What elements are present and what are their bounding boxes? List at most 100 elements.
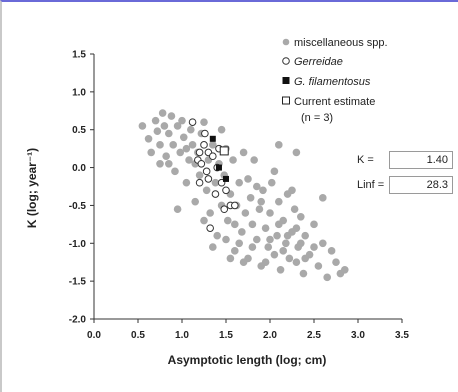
y-tick-label-0: 1.5 [72, 50, 86, 61]
point-miscellaneous-spp-56 [267, 178, 276, 187]
points-layer [138, 109, 349, 282]
linf-value-field[interactable]: 28.3 [389, 176, 453, 194]
k-value-field[interactable]: 1.40 [389, 151, 453, 169]
point-miscellaneous-spp-10 [167, 112, 176, 120]
point-miscellaneous-spp-52 [259, 186, 267, 195]
point-miscellaneous-spp-48 [250, 156, 258, 164]
point-gerreidae-14 [206, 224, 214, 232]
point-miscellaneous-spp-14 [176, 148, 185, 157]
point-miscellaneous-spp-4 [153, 127, 162, 136]
point-miscellaneous-spp-69 [297, 212, 305, 221]
point-miscellaneous-spp-70 [299, 269, 308, 278]
x-tick-label-5: 2.5 [307, 330, 321, 341]
point-miscellaneous-spp-30 [211, 178, 220, 187]
point-miscellaneous-spp-62 [282, 239, 290, 248]
ticks-layer: 0.0 0.5 1.0 1.5 2.0 2.5 3.0 3.5 1.5 1.0 0.5 0.0 -0.5… [69, 50, 410, 342]
legend-marker-misc [282, 38, 290, 46]
point-miscellaneous-spp-111 [156, 159, 164, 168]
legend-marker-gerreidae [282, 57, 290, 65]
point-gerreidae-13 [211, 190, 220, 198]
point-miscellaneous-spp-23 [195, 171, 204, 179]
point-miscellaneous-spp-93 [261, 258, 270, 267]
legend-marker-current [282, 96, 290, 105]
point-miscellaneous-spp-74 [314, 262, 323, 270]
point-miscellaneous-spp-18 [185, 156, 193, 164]
point-gerreidae-10 [220, 205, 229, 214]
point-miscellaneous-spp-29 [209, 141, 217, 149]
point-g-filamentosus-0 [209, 135, 216, 142]
y-tick-label-3: 0.0 [72, 163, 86, 174]
point-miscellaneous-spp-84 [209, 243, 217, 251]
x-tick-label-4: 2.0 [263, 330, 277, 341]
y-tick-label-6: -1.5 [69, 277, 87, 288]
point-miscellaneous-spp-5 [156, 141, 164, 149]
point-miscellaneous-spp-11 [169, 141, 177, 149]
point-miscellaneous-spp-88 [235, 239, 243, 248]
point-miscellaneous-spp-15 [178, 116, 186, 125]
y-tick-label-5: -1.0 [69, 239, 87, 250]
point-miscellaneous-spp-71 [301, 231, 310, 240]
point-miscellaneous-spp-47 [248, 220, 257, 229]
point-miscellaneous-spp-38 [229, 156, 237, 164]
x-axis-label: Asymptotic length (log; cm) [168, 353, 327, 367]
point-gerreidae-7 [197, 159, 206, 168]
x-tick-label-0: 0.0 [87, 330, 101, 341]
point-miscellaneous-spp-104 [283, 231, 292, 240]
linf-field-row: Linf = 28.3 [357, 174, 453, 196]
point-gerreidae-12 [231, 201, 239, 210]
point-miscellaneous-spp-85 [226, 254, 235, 263]
point-miscellaneous-spp-107 [310, 243, 318, 251]
point-gerreidae-0 [188, 118, 197, 126]
point-miscellaneous-spp-110 [165, 159, 173, 168]
point-gerreidae-4 [202, 167, 211, 176]
point-g-filamentosus-2 [223, 175, 229, 182]
legend-label-gerreidae: Gerreidae [294, 56, 343, 68]
point-miscellaneous-spp-103 [275, 220, 283, 229]
k-label: K = [357, 154, 374, 166]
point-miscellaneous-spp-95 [301, 254, 310, 263]
point-miscellaneous-spp-60 [276, 265, 285, 274]
point-miscellaneous-spp-26 [202, 186, 211, 195]
legend: miscellaneous spp. Gerreidae G. filament… [282, 37, 388, 124]
point-miscellaneous-spp-87 [217, 125, 226, 134]
point-miscellaneous-spp-28 [206, 209, 214, 217]
point-miscellaneous-spp-36 [223, 216, 232, 225]
point-miscellaneous-spp-96 [200, 216, 208, 225]
point-miscellaneous-spp-109 [182, 144, 191, 153]
point-miscellaneous-spp-80 [341, 265, 349, 274]
point-miscellaneous-spp-3 [151, 116, 160, 125]
point-gerreidae-6 [209, 152, 217, 161]
point-g-filamentosus-1 [215, 164, 222, 171]
legend-label-filamentosus: G. filamentosus [294, 76, 371, 88]
k-field-row: K = 1.40 [357, 149, 453, 171]
x-tick-label-1: 0.5 [131, 330, 145, 341]
point-current-estimate-0 [219, 146, 229, 156]
point-miscellaneous-spp-58 [273, 231, 281, 240]
point-miscellaneous-spp-86 [319, 194, 327, 202]
point-miscellaneous-spp-64 [285, 254, 294, 263]
point-miscellaneous-spp-75 [319, 239, 327, 248]
point-miscellaneous-spp-39 [231, 247, 239, 255]
point-miscellaneous-spp-102 [266, 235, 274, 244]
point-gerreidae-15 [222, 186, 230, 195]
point-miscellaneous-spp-1 [144, 135, 153, 143]
point-gerreidae-3 [200, 141, 208, 149]
point-miscellaneous-spp-77 [327, 247, 336, 255]
point-miscellaneous-spp-44 [241, 209, 250, 217]
point-miscellaneous-spp-101 [257, 197, 265, 206]
point-miscellaneous-spp-13 [173, 122, 182, 130]
point-miscellaneous-spp-0 [138, 122, 147, 130]
point-miscellaneous-spp-16 [179, 133, 188, 142]
point-miscellaneous-spp-98 [231, 220, 239, 229]
point-miscellaneous-spp-66 [290, 205, 299, 214]
legend-label-misc: miscellaneous spp. [294, 37, 388, 49]
point-miscellaneous-spp-41 [235, 178, 243, 187]
point-gerreidae-16 [201, 129, 209, 138]
x-tick-label-3: 1.5 [219, 330, 233, 341]
point-miscellaneous-spp-67 [292, 258, 301, 267]
point-gerreidae-2 [195, 178, 204, 187]
legend-label-current: Current estimate [294, 96, 375, 108]
point-miscellaneous-spp-73 [310, 220, 318, 229]
